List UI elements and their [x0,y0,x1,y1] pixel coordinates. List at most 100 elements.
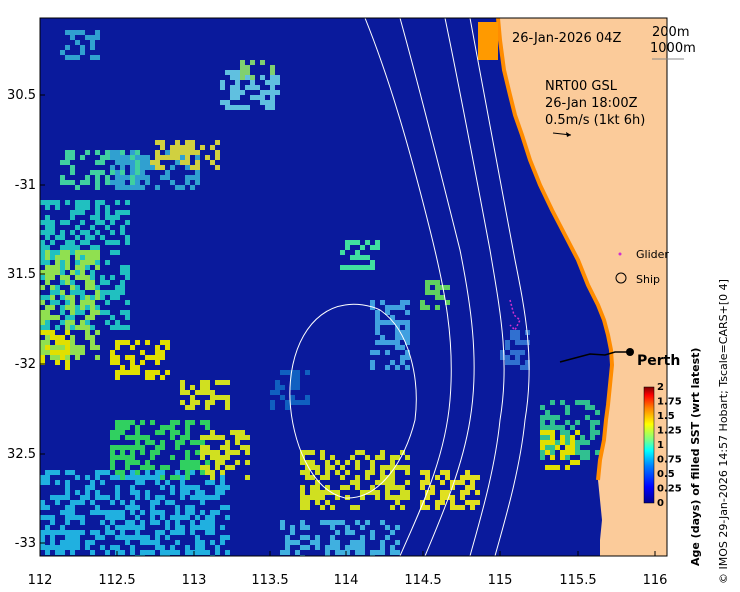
sst-cell [85,495,90,500]
colorbar [643,386,655,504]
colorbar-tick-label: 0.75 [657,455,682,466]
sst-cell [60,510,65,515]
sst-cell [255,95,260,100]
colorbar-title: Age (days) of filled SST (wrt latest) [689,348,702,566]
sst-cell [250,75,255,80]
sst-cell [430,490,435,495]
sst-cell [75,255,80,260]
sst-cell [375,325,380,330]
sst-cell [595,430,600,435]
sst-cell [190,470,195,475]
sst-cell [180,530,185,535]
sst-cell [395,305,400,310]
sst-cell [90,550,95,555]
sst-cell [385,465,390,470]
sst-cell [115,470,120,475]
y-tick-label: 32.5 [7,447,36,462]
sst-cell [110,475,115,480]
sst-cell [95,210,100,215]
sst-cell [120,510,125,515]
sst-cell [105,320,110,325]
sst-cell [170,155,175,160]
sst-cell [355,250,360,255]
sst-cell [50,540,55,545]
sst-cell [320,490,325,495]
sst-cell [440,490,445,495]
sst-cell [115,425,120,430]
sst-cell [335,545,340,550]
sst-cell [260,95,265,100]
sst-cell [120,425,125,430]
sst-cell [90,215,95,220]
sst-cell [465,500,470,505]
sst-cell [190,525,195,530]
sst-cell [110,435,115,440]
sst-cell [120,265,125,270]
sst-cell [110,500,115,505]
sst-cell [45,325,50,330]
sst-cell [115,420,120,425]
sst-cell [175,475,180,480]
sst-cell [370,350,375,355]
sst-cell [205,515,210,520]
sst-cell [135,480,140,485]
sst-cell [145,470,150,475]
sst-cell [145,535,150,540]
sst-cell [180,465,185,470]
sst-cell [40,245,45,250]
sst-cell [110,455,115,460]
sst-cell [65,520,70,525]
sst-cell [105,510,110,515]
sst-cell [235,440,240,445]
sst-cell [240,65,245,70]
sst-cell [440,470,445,475]
sst-cell [75,490,80,495]
sst-cell [280,550,285,555]
sst-cell [320,475,325,480]
sst-cell [335,530,340,535]
sst-cell [55,285,60,290]
sst-cell [315,490,320,495]
sst-cell [65,510,70,515]
sst-cell [140,475,145,480]
sst-cell [215,465,220,470]
sst-cell [390,495,395,500]
x-tick-label: 113 [182,573,207,588]
sst-cell [225,455,230,460]
sst-cell [195,165,200,170]
sst-cell [260,75,265,80]
sst-cell [130,170,135,175]
sst-cell [220,540,225,545]
sst-cell [335,470,340,475]
sst-cell [330,545,335,550]
sst-cell [75,225,80,230]
sst-cell [245,85,250,90]
sst-cell [380,335,385,340]
sst-cell [395,550,400,555]
sst-cell [225,400,230,405]
sst-cell [340,520,345,525]
sst-cell [210,430,215,435]
sst-cell [85,255,90,260]
sst-cell [190,440,195,445]
sst-cell [570,440,575,445]
sst-cell [235,80,240,85]
sst-cell [80,205,85,210]
sst-cell [145,375,150,380]
sst-cell [100,290,105,295]
sst-cell [85,250,90,255]
sst-cell [515,335,520,340]
sst-cell [420,480,425,485]
sst-cell [375,350,380,355]
sst-cell [175,145,180,150]
sst-cell [130,355,135,360]
sst-cell [440,480,445,485]
sst-cell [75,290,80,295]
sst-cell [445,470,450,475]
sst-cell [85,490,90,495]
sst-cell [100,220,105,225]
sst-cell [260,90,265,95]
sst-cell [175,440,180,445]
sst-cell [165,345,170,350]
